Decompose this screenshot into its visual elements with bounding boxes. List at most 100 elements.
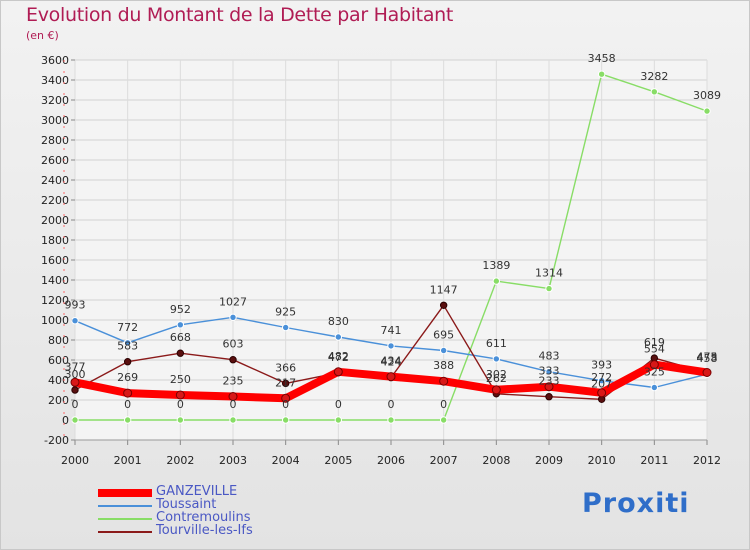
series-point-3	[281, 379, 290, 388]
data-label-2: 0	[72, 398, 79, 411]
data-label-3: 207	[591, 377, 612, 390]
y-tick-label: 200	[48, 394, 69, 407]
y-tick-label: 1000	[41, 314, 69, 327]
legend-swatch-toussaint	[98, 505, 152, 507]
data-label-2: 0	[388, 398, 395, 411]
series-point-1	[176, 321, 185, 329]
legend-item-toussaint: Toussaint	[98, 497, 318, 512]
x-tick-label: 2012	[693, 454, 721, 467]
series-point-0	[333, 367, 343, 377]
series-point-0	[597, 388, 607, 398]
data-label-3: 300	[65, 368, 86, 381]
data-label-1: 1027	[219, 295, 247, 308]
series-point-0	[175, 390, 185, 400]
series-point-0	[70, 377, 80, 387]
data-label-0: 250	[170, 373, 191, 386]
legend-swatch-contremoulins	[98, 518, 152, 520]
series-point-2	[650, 88, 659, 96]
y-tick-label: 2200	[41, 194, 69, 207]
data-label-0: 388	[433, 359, 454, 372]
series-point-0	[439, 376, 449, 386]
series-point-1	[650, 383, 659, 392]
data-label-1: 611	[486, 337, 507, 350]
legend-item-tourville: Tourville-les-Ifs	[98, 523, 318, 538]
x-tick-label: 2009	[535, 454, 563, 467]
data-label-3: 262	[486, 372, 507, 385]
legend-label-toussaint: Toussaint	[156, 497, 217, 512]
data-label-0: 377	[65, 360, 86, 373]
series-point-1	[71, 317, 79, 325]
legend-label-tourville: Tourville-les-Ifs	[156, 523, 253, 538]
data-label-1: 741	[381, 324, 402, 337]
series-point-1	[439, 346, 448, 355]
data-label-2: 0	[335, 398, 342, 411]
data-label-1: 458	[697, 352, 718, 365]
data-label-0: 217	[275, 376, 296, 389]
data-label-0: 269	[117, 371, 138, 384]
series-point-3	[176, 349, 185, 357]
y-tick-label: 2000	[41, 214, 69, 227]
series-point-2	[597, 70, 606, 78]
y-tick-label: -200	[44, 434, 69, 447]
x-tick-label: 2008	[482, 454, 510, 467]
series-point-3	[439, 301, 448, 309]
x-tick-label: 2002	[166, 454, 194, 467]
legend-label-contremoulins: Contremoulins	[156, 510, 251, 525]
legend-swatch-ganzeville	[98, 489, 152, 497]
x-tick-label: 2001	[114, 454, 142, 467]
y-tick-label: 1800	[41, 234, 69, 247]
series-point-1	[387, 342, 395, 350]
data-label-3: 1147	[430, 283, 458, 296]
data-label-1: 695	[433, 329, 454, 342]
y-tick-label: 3600	[41, 54, 69, 67]
data-label-0: 302	[486, 368, 507, 381]
data-label-0: 434	[381, 355, 402, 368]
x-tick-label: 2000	[61, 454, 89, 467]
series-point-1	[492, 355, 501, 363]
y-tick-label: 800	[48, 334, 69, 347]
logo-text: Proxiti	[582, 488, 690, 519]
legend-item-contremoulins: Contremoulins	[98, 510, 318, 525]
legend-item-ganzeville: GANZEVILLE	[98, 484, 318, 499]
data-label-2: 0	[440, 398, 447, 411]
x-tick-label: 2011	[640, 454, 668, 467]
series-point-2	[123, 416, 132, 424]
data-label-2: 0	[177, 398, 184, 411]
series-point-0	[386, 372, 396, 382]
data-label-1: 830	[328, 315, 349, 328]
data-label-3: 603	[223, 338, 244, 351]
data-label-1: 993	[65, 299, 86, 312]
chart-subtitle: (en €)	[26, 29, 59, 42]
series-point-3	[229, 356, 237, 364]
series-point-0	[702, 368, 712, 377]
data-label-2: 1314	[535, 267, 563, 280]
data-label-3: 668	[170, 331, 191, 344]
data-label-0: 333	[539, 365, 560, 378]
series-point-0	[228, 392, 238, 401]
y-tick-label: 1400	[41, 274, 69, 287]
series-point-3	[71, 386, 79, 394]
x-tick-label: 2010	[588, 454, 616, 467]
data-label-0: 482	[328, 350, 349, 363]
series-point-0	[491, 385, 501, 395]
series-point-1	[281, 323, 290, 332]
series-point-2	[545, 284, 553, 293]
data-label-2: 0	[124, 398, 131, 411]
data-label-3: 233	[539, 375, 560, 388]
y-tick-label: 1200	[41, 294, 69, 307]
data-label-2: 3458	[588, 52, 616, 65]
data-label-3: 583	[117, 340, 138, 353]
series-point-2	[334, 416, 343, 424]
series-point-0	[123, 388, 133, 398]
y-tick-label: 3200	[41, 94, 69, 107]
series-point-2	[492, 277, 501, 285]
data-label-0: 272	[591, 371, 612, 384]
x-tick-label: 2005	[324, 454, 352, 467]
series-point-2	[387, 416, 395, 424]
data-label-layer: 0 0 0 0 0 0 0 0 1389 1314 3458 3282 3089 993 772 952 102…	[65, 52, 722, 411]
series-point-2	[703, 107, 711, 115]
data-label-0: 554	[644, 343, 665, 356]
data-label-0: 475	[697, 351, 718, 364]
proxiti-logo: Proxiti	[582, 488, 690, 519]
series-point-0	[281, 393, 291, 403]
